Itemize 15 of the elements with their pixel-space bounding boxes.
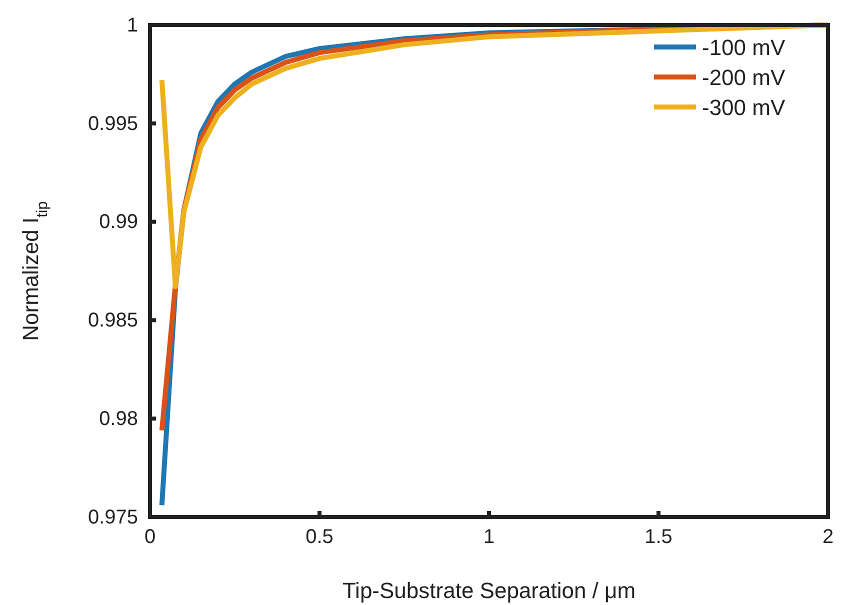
y-tick-label: 0.975 [88,506,138,528]
y-tick-label: 0.985 [88,310,138,332]
x-tick-label: 0 [144,526,156,548]
x-tick-label: 1.5 [644,526,672,548]
x-tick-label: 1 [483,526,495,548]
x-axis-title: Tip-Substrate Separation / μm [342,578,636,603]
x-tick-label: 2 [822,526,834,548]
legend-label: -100 mV [702,35,786,60]
legend-label: -200 mV [702,65,786,90]
y-tick-label: 0.995 [88,112,138,135]
x-tick-label: 0.5 [306,526,334,548]
y-tick-label: 0.99 [99,211,138,234]
y-tick-label: 1 [126,14,138,36]
legend-label: -300 mV [702,95,786,120]
y-tick-label: 0.98 [99,408,138,430]
